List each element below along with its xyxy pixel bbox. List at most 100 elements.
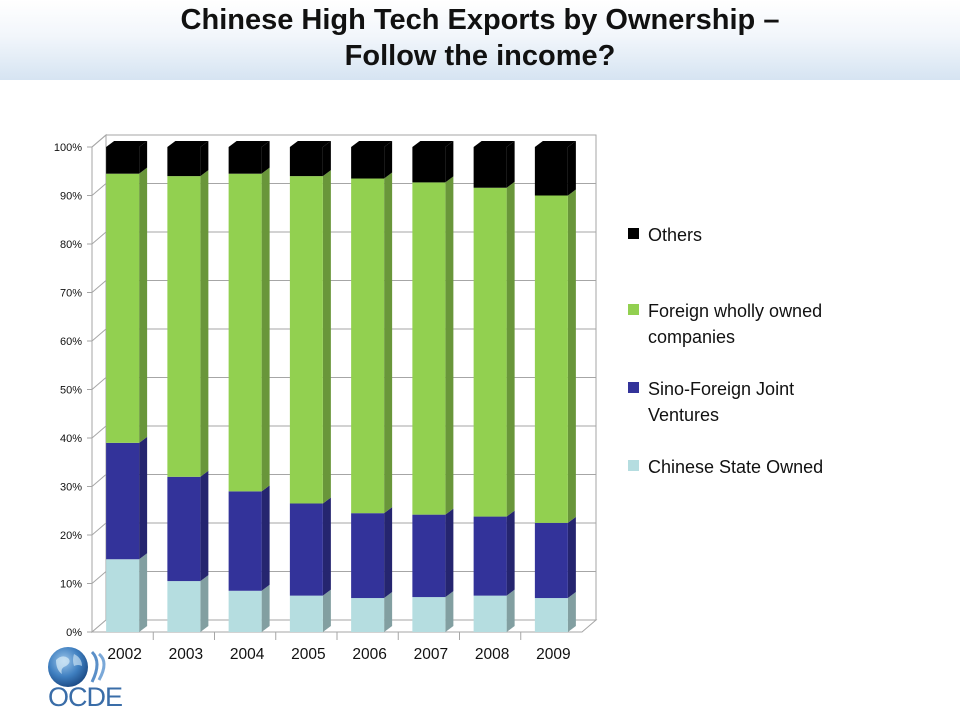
bar-segment	[351, 513, 385, 599]
x-tick-label: 2005	[291, 646, 325, 663]
ocde-logo: OCDE	[44, 644, 124, 714]
bar-side	[506, 589, 515, 632]
bar-side	[322, 170, 331, 504]
legend-swatch	[628, 304, 639, 315]
bar-side	[445, 508, 454, 598]
bar-segment	[473, 595, 507, 632]
x-tick-label: 2006	[352, 646, 386, 663]
bar-segment	[473, 187, 507, 517]
bar-side	[445, 141, 454, 183]
y-tick-label: 20%	[60, 530, 82, 542]
bar-side	[261, 485, 270, 591]
bar-side	[384, 172, 393, 514]
bar-segment	[106, 442, 140, 560]
bar-side	[200, 470, 209, 582]
bar-segment	[412, 597, 446, 632]
bar-segment	[289, 147, 323, 177]
bar-side	[567, 189, 576, 523]
bar-segment	[412, 514, 446, 598]
bar-segment	[412, 147, 446, 183]
bar-side	[567, 516, 576, 599]
y-tick-label: 30%	[60, 482, 82, 494]
gridline-side	[91, 377, 107, 390]
gridline-side	[91, 231, 107, 245]
legend-label: Chinese State Owned	[648, 457, 824, 477]
bar-side	[567, 592, 576, 632]
y-tick-label: 40%	[60, 433, 82, 445]
bar-top	[412, 141, 454, 147]
legend-label: Foreign wholly owned companies	[648, 301, 823, 347]
bar-segment	[534, 598, 568, 632]
gridline-side	[91, 474, 107, 487]
bar-segment	[228, 590, 262, 632]
bar-top	[351, 141, 393, 147]
gridline-side	[91, 425, 107, 439]
gridline-side	[91, 571, 107, 584]
legend-swatch	[628, 228, 639, 239]
bar-side	[200, 141, 209, 177]
bar-side	[567, 141, 576, 196]
y-tick-label: 70%	[60, 288, 82, 300]
bar-side	[261, 167, 270, 492]
bar-segment	[289, 503, 323, 596]
bar-segment	[351, 147, 385, 179]
header-band	[0, 0, 960, 80]
bar-segment	[351, 178, 385, 514]
bar-segment	[167, 176, 201, 477]
y-tick-label: 50%	[60, 385, 82, 397]
bar-segment	[106, 147, 140, 174]
slide-title-line-2: Follow the income?	[344, 40, 616, 72]
gridline-side	[91, 134, 107, 148]
bar-segment	[534, 147, 568, 196]
bar-top	[106, 141, 148, 147]
x-tick-label: 2004	[230, 646, 265, 663]
bar-segment	[106, 173, 140, 443]
legend-label: Others	[648, 225, 703, 245]
y-tick-label: 80%	[60, 239, 82, 251]
bar-side	[261, 584, 270, 632]
gridline-side	[91, 183, 107, 196]
bar-side	[445, 176, 454, 515]
y-tick-label: 10%	[60, 579, 82, 591]
bar-segment	[106, 559, 140, 632]
bar-segment	[473, 516, 507, 596]
y-tick-label: 0%	[66, 627, 82, 639]
bar-side	[139, 553, 148, 632]
bar-segment	[228, 491, 262, 591]
y-tick-label: 60%	[60, 336, 82, 348]
bar-side	[506, 181, 515, 517]
bar-top	[167, 141, 209, 147]
legend-swatch	[628, 382, 639, 393]
bar-segment	[289, 176, 323, 504]
legend-swatch	[628, 460, 639, 471]
slide-title-line-1: Chinese High Tech Exports by Ownership –	[180, 4, 780, 36]
x-tick-label: 2007	[414, 646, 448, 663]
bar-top	[473, 141, 515, 147]
bar-side	[384, 507, 393, 599]
bar-segment	[289, 595, 323, 632]
bar-top	[534, 141, 576, 147]
bar-side	[322, 589, 331, 632]
bar-segment	[167, 581, 201, 632]
bar-side	[384, 592, 393, 632]
bar-side	[322, 141, 331, 177]
bar-segment	[534, 195, 568, 523]
bar-side	[384, 141, 393, 179]
bar-segment	[167, 476, 201, 582]
globe-icon	[48, 647, 106, 687]
bar-side	[200, 170, 209, 477]
y-tick-label: 100%	[54, 142, 82, 154]
logo-text: OCDE	[48, 682, 123, 712]
legend-label: Sino-Foreign Joint Ventures	[648, 379, 795, 425]
bar-top	[289, 141, 331, 147]
bar-side	[445, 591, 454, 632]
bar-side	[139, 436, 148, 560]
gridline-side	[91, 328, 107, 342]
y-tick-label: 90%	[60, 191, 82, 203]
bar-side	[139, 167, 148, 443]
bar-segment	[534, 522, 568, 599]
x-tick-label: 2002	[107, 646, 141, 663]
bar-side	[261, 141, 270, 174]
gridline-side	[91, 280, 107, 293]
bar-side	[322, 497, 331, 596]
